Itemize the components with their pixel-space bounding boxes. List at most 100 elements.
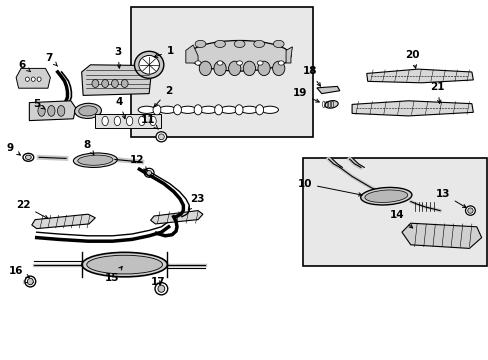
Ellipse shape: [465, 206, 474, 215]
Ellipse shape: [261, 106, 278, 113]
Ellipse shape: [235, 105, 243, 115]
Polygon shape: [29, 101, 76, 121]
Ellipse shape: [92, 80, 99, 87]
Text: 7: 7: [45, 53, 58, 66]
Ellipse shape: [102, 80, 108, 87]
Ellipse shape: [73, 153, 117, 167]
Text: 18: 18: [302, 66, 320, 86]
Text: 9: 9: [6, 143, 20, 155]
Ellipse shape: [158, 134, 164, 140]
Ellipse shape: [360, 188, 411, 205]
Ellipse shape: [78, 155, 113, 165]
Ellipse shape: [273, 40, 284, 48]
Polygon shape: [81, 65, 151, 95]
Ellipse shape: [173, 105, 181, 115]
Ellipse shape: [220, 106, 237, 113]
Ellipse shape: [194, 105, 202, 115]
Ellipse shape: [158, 106, 176, 113]
Text: 22: 22: [16, 200, 48, 219]
Ellipse shape: [214, 105, 222, 115]
Bar: [131, 7, 312, 137]
Ellipse shape: [272, 61, 284, 76]
Polygon shape: [366, 69, 472, 83]
Ellipse shape: [195, 40, 205, 48]
Ellipse shape: [121, 80, 128, 87]
Polygon shape: [401, 223, 481, 248]
Text: 16: 16: [9, 266, 29, 278]
Text: 19: 19: [292, 88, 319, 102]
Ellipse shape: [87, 255, 162, 274]
Polygon shape: [32, 214, 95, 229]
Text: 14: 14: [389, 210, 412, 228]
Ellipse shape: [25, 276, 36, 287]
Text: 21: 21: [429, 82, 444, 103]
Polygon shape: [16, 68, 50, 88]
Ellipse shape: [155, 283, 167, 295]
Ellipse shape: [134, 51, 163, 78]
Ellipse shape: [31, 77, 35, 81]
Ellipse shape: [188, 40, 290, 71]
Ellipse shape: [243, 61, 255, 76]
Ellipse shape: [25, 155, 31, 159]
Ellipse shape: [144, 168, 154, 177]
Ellipse shape: [126, 116, 132, 126]
Text: 3: 3: [114, 47, 121, 68]
Ellipse shape: [114, 116, 120, 126]
Ellipse shape: [214, 61, 226, 76]
Ellipse shape: [153, 105, 161, 115]
Ellipse shape: [111, 80, 118, 87]
Ellipse shape: [179, 106, 196, 113]
Ellipse shape: [364, 190, 407, 202]
Text: 10: 10: [297, 179, 361, 196]
Ellipse shape: [58, 105, 64, 116]
Ellipse shape: [258, 61, 270, 76]
Ellipse shape: [199, 61, 211, 76]
Ellipse shape: [234, 40, 244, 48]
Text: 2: 2: [154, 86, 172, 107]
Text: 17: 17: [150, 276, 165, 287]
Ellipse shape: [257, 61, 263, 65]
Ellipse shape: [278, 61, 284, 65]
Text: 23: 23: [188, 194, 204, 210]
Ellipse shape: [38, 105, 45, 116]
Ellipse shape: [146, 170, 151, 175]
Text: 15: 15: [105, 266, 122, 283]
Text: 11: 11: [141, 114, 158, 129]
Polygon shape: [351, 101, 472, 116]
Ellipse shape: [217, 61, 223, 65]
Ellipse shape: [240, 106, 258, 113]
Text: 8: 8: [83, 140, 94, 155]
Text: 13: 13: [434, 189, 465, 208]
Ellipse shape: [467, 208, 472, 213]
Ellipse shape: [236, 61, 242, 65]
Ellipse shape: [255, 105, 263, 115]
Text: 12: 12: [129, 155, 147, 170]
Ellipse shape: [25, 77, 29, 81]
Ellipse shape: [37, 77, 41, 81]
Ellipse shape: [102, 116, 108, 126]
Polygon shape: [185, 45, 198, 63]
Ellipse shape: [228, 61, 240, 76]
Ellipse shape: [75, 103, 101, 118]
Ellipse shape: [23, 153, 34, 161]
Polygon shape: [95, 114, 161, 128]
Ellipse shape: [195, 61, 201, 65]
Ellipse shape: [82, 252, 167, 277]
Ellipse shape: [158, 285, 164, 292]
Ellipse shape: [138, 106, 155, 113]
Text: 4: 4: [116, 96, 125, 119]
Polygon shape: [150, 211, 203, 224]
Ellipse shape: [139, 116, 144, 126]
Bar: [303, 158, 486, 266]
Ellipse shape: [199, 106, 217, 113]
Text: 20: 20: [404, 50, 419, 68]
Ellipse shape: [149, 116, 156, 126]
Ellipse shape: [214, 40, 225, 48]
Ellipse shape: [48, 105, 55, 116]
Ellipse shape: [253, 40, 264, 48]
Text: 1: 1: [154, 46, 174, 58]
Ellipse shape: [324, 100, 338, 108]
Text: 6: 6: [18, 60, 30, 72]
Text: 5: 5: [33, 99, 45, 109]
Ellipse shape: [139, 55, 159, 74]
